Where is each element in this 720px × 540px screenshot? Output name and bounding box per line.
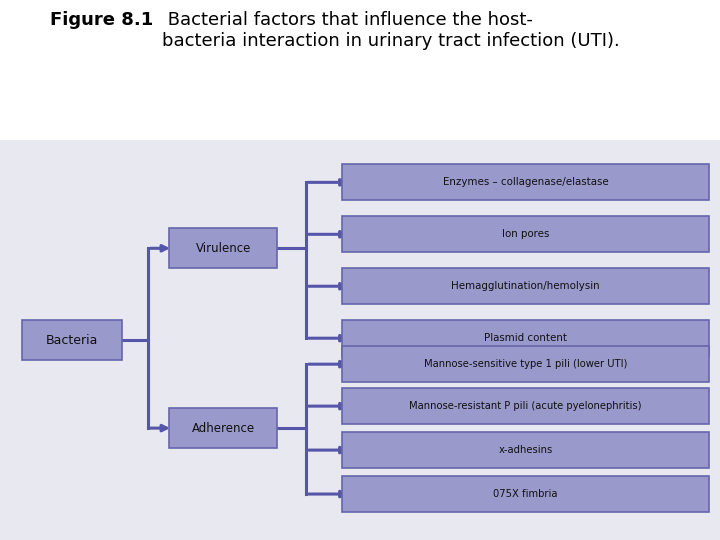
- FancyBboxPatch shape: [169, 408, 277, 448]
- FancyBboxPatch shape: [342, 320, 709, 356]
- Text: Figure 8.1: Figure 8.1: [50, 11, 153, 29]
- Text: Mannose-sensitive type 1 pili (lower UTI): Mannose-sensitive type 1 pili (lower UTI…: [424, 359, 627, 369]
- Text: Enzymes – collagenase/elastase: Enzymes – collagenase/elastase: [443, 177, 608, 187]
- Text: Mannose-resistant P pili (acute pyelonephritis): Mannose-resistant P pili (acute pyelonep…: [410, 401, 642, 411]
- Text: Hemagglutination/hemolysin: Hemagglutination/hemolysin: [451, 281, 600, 291]
- FancyBboxPatch shape: [342, 476, 709, 512]
- Text: Bacteria: Bacteria: [46, 334, 98, 347]
- FancyBboxPatch shape: [342, 164, 709, 200]
- FancyBboxPatch shape: [342, 432, 709, 468]
- FancyBboxPatch shape: [342, 388, 709, 424]
- Text: 075X fimbria: 075X fimbria: [493, 489, 558, 499]
- Text: Virulence: Virulence: [196, 242, 251, 255]
- FancyBboxPatch shape: [342, 268, 709, 304]
- FancyBboxPatch shape: [342, 217, 709, 252]
- Text: Ion pores: Ion pores: [502, 230, 549, 239]
- FancyBboxPatch shape: [169, 228, 277, 268]
- Text: Adherence: Adherence: [192, 422, 255, 435]
- FancyBboxPatch shape: [22, 320, 122, 360]
- FancyBboxPatch shape: [0, 140, 720, 540]
- Text: Bacterial factors that influence the host-
bacteria interaction in urinary tract: Bacterial factors that influence the hos…: [162, 11, 620, 50]
- FancyBboxPatch shape: [342, 346, 709, 382]
- Text: Plasmid content: Plasmid content: [484, 333, 567, 343]
- Text: x-adhesins: x-adhesins: [498, 445, 553, 455]
